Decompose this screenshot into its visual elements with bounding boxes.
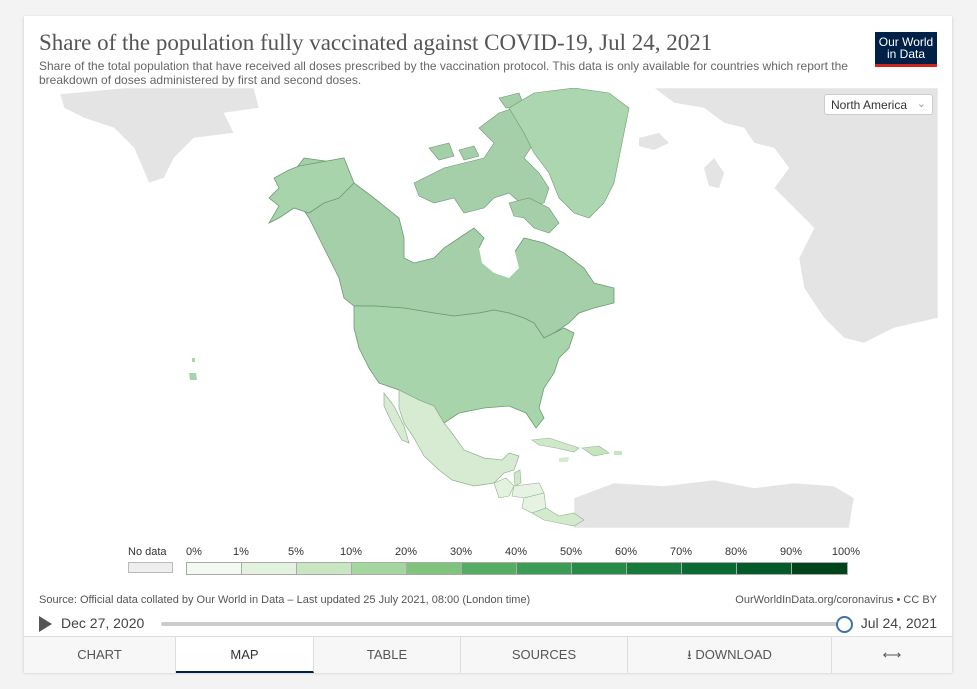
country-belize[interactable] [513,469,522,487]
legend-bin[interactable] [297,563,352,574]
country-cuba[interactable] [531,437,580,453]
country-guatemala[interactable] [493,477,515,499]
country-canada-arctic[interactable] [413,107,550,214]
legend-bin[interactable] [462,563,517,574]
legend-bin[interactable] [242,563,297,574]
legend-bin[interactable] [352,563,407,574]
play-icon[interactable] [39,616,52,632]
country-costa-rica-panama[interactable] [531,507,585,527]
chart-title: Share of the population fully vaccinated… [39,30,713,55]
source-url[interactable]: OurWorldInData.org/coronavirus • CC BY [735,594,937,606]
state-hawaii[interactable] [189,358,197,380]
legend-tick-label: 70% [669,546,693,558]
land-south-america [573,479,855,528]
tab-download-label: DOWNLOAD [695,647,772,662]
chart-subtitle: Share of the total population that have … [39,59,848,87]
chevron-down-icon: ⌄ [916,98,926,110]
legend-no-data-label: No data [128,546,167,558]
owid-logo[interactable]: Our World in Data [875,32,937,67]
logo-line-2: in Data [886,47,926,61]
region-select[interactable]: North America ⌄ [824,94,933,115]
tab-table[interactable]: TABLE [314,637,461,673]
legend-bin[interactable] [517,563,572,574]
country-canada[interactable] [288,157,615,339]
legend-tick-label: 10% [339,546,363,558]
legend-bin[interactable] [627,563,682,574]
country-greenland[interactable] [508,88,630,219]
country-jamaica[interactable] [559,457,569,462]
legend-bin[interactable] [187,563,242,574]
legend-bins [186,562,848,575]
country-canada-baffin[interactable] [508,197,560,234]
legend-bin[interactable] [792,563,847,574]
timeline: Dec 27, 2020 Jul 24, 2021 [39,614,937,634]
timeline-start-date[interactable]: Dec 27, 2020 [61,615,145,631]
legend-bin[interactable] [407,563,462,574]
chart-card: Share of the population fully vaccinated… [24,16,952,673]
legend-tick-label: 50% [559,546,583,558]
legend-tick-label: 100% [831,546,861,558]
source-note: Source: Official data collated by Our Wo… [39,594,531,606]
state-alaska[interactable] [267,157,355,224]
tab-download[interactable]: ⭳ DOWNLOAD [628,637,832,673]
country-dominican-republic[interactable] [581,445,610,457]
legend-tick-label: 5% [288,546,304,558]
map-legend: No data 0% 1% 5% 10% 20% 30% 40% 50% 60% 70% 80% 90… [124,544,864,584]
country-puerto-rico[interactable] [614,451,622,455]
tab-share[interactable]: ⟷ [832,637,952,673]
tab-map[interactable]: MAP [176,637,314,673]
legend-no-data-swatch[interactable] [128,562,173,573]
land-uk [704,158,724,188]
country-mexico[interactable] [398,389,520,487]
legend-bin[interactable] [737,563,792,574]
legend-tick-label: 40% [504,546,528,558]
legend-tick-label: 80% [724,546,748,558]
legend-tick-label: 60% [614,546,638,558]
tab-chart[interactable]: CHART [24,637,176,673]
legend-tick-label: 1% [233,546,249,558]
land-asia [59,88,260,184]
region-select-value: North America [831,98,908,112]
download-icon: ⭳ [687,647,692,662]
timeline-end-date[interactable]: Jul 24, 2021 [860,615,937,631]
legend-tick-label: 30% [449,546,473,558]
choropleth-map[interactable] [54,88,938,528]
timeline-handle[interactable] [836,616,853,633]
land-europe [653,88,938,344]
mexico-baja[interactable] [383,391,410,444]
timeline-track[interactable] [161,622,844,626]
logo-line-1: Our World [878,35,934,49]
share-icon: ⟷ [882,647,902,662]
tab-sources[interactable]: SOURCES [461,637,628,673]
tab-bar: CHART MAP TABLE SOURCES ⭳ DOWNLOAD ⟷ [24,636,952,673]
legend-bin[interactable] [572,563,627,574]
hudson-bay [479,238,519,278]
legend-bin[interactable] [682,563,737,574]
land-iceland [639,133,669,150]
legend-tick-label: 0% [186,546,202,558]
legend-tick-label: 90% [779,546,803,558]
legend-tick-label: 20% [394,546,418,558]
